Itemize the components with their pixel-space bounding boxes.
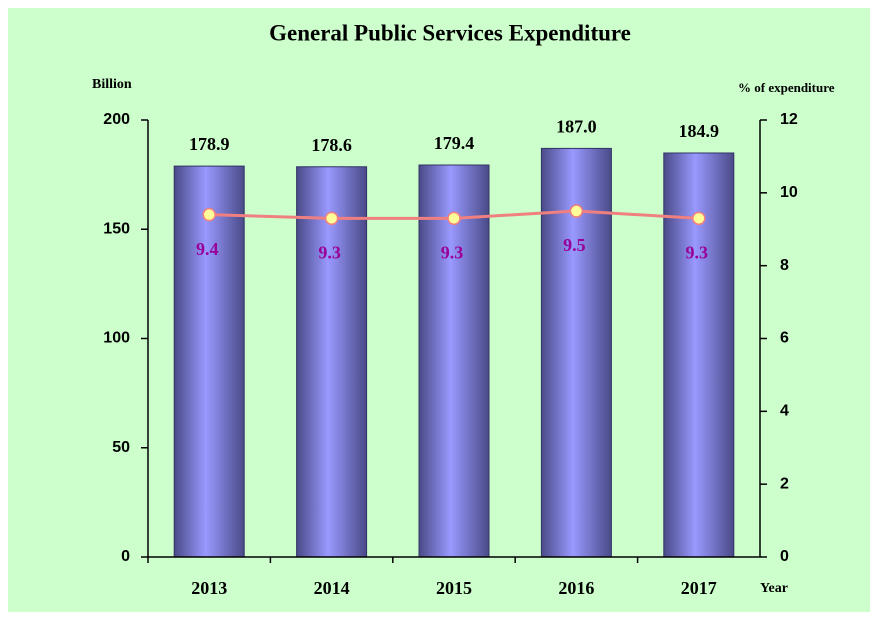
bar-value-label: 178.9 <box>189 134 230 154</box>
line-marker <box>447 211 461 226</box>
y-tick-label: 50 <box>112 439 130 456</box>
line-value-label: 9.3 <box>318 242 341 262</box>
chart-title: General Public Services Expenditure <box>269 20 631 45</box>
line-marker <box>324 211 339 226</box>
line-marker <box>202 207 216 222</box>
bar <box>418 164 490 558</box>
bar-value-label: 184.9 <box>679 121 720 141</box>
line-marker <box>569 204 584 218</box>
x-tick-label: 2013 <box>191 578 227 598</box>
y2-tick-label: 2 <box>780 475 789 492</box>
bar <box>296 166 368 558</box>
y-tick-label: 0 <box>121 548 130 565</box>
bar-value-label: 187.0 <box>556 117 597 137</box>
bar-value-label: 179.4 <box>434 133 475 153</box>
y2-tick-label: 4 <box>780 403 789 420</box>
y-axis-label: Billion <box>92 77 132 92</box>
y2-tick-label: 6 <box>780 330 789 347</box>
line-value-label: 9.4 <box>196 239 219 259</box>
x-tick-label: 2017 <box>681 578 717 598</box>
x-tick-label: 2014 <box>314 578 350 598</box>
bar-value-label: 178.6 <box>311 135 352 155</box>
line-value-label: 9.5 <box>563 235 586 255</box>
y2-tick-label: 0 <box>780 548 789 565</box>
x-tick-label: 2016 <box>558 578 594 598</box>
bar <box>173 165 245 558</box>
y-tick-label: 200 <box>103 111 130 128</box>
x-tick-label: 2015 <box>436 578 472 598</box>
line-value-label: 9.3 <box>441 242 464 262</box>
line-marker <box>692 211 706 226</box>
x-axis-label: Year <box>760 581 788 596</box>
y2-tick-label: 12 <box>780 111 798 128</box>
y-tick-label: 100 <box>103 330 130 347</box>
y2-axis-label: % of expenditure <box>738 80 835 95</box>
line-value-label: 9.3 <box>686 242 709 262</box>
y-tick-label: 150 <box>103 220 130 237</box>
y2-tick-label: 10 <box>780 184 798 201</box>
y2-tick-label: 8 <box>780 257 789 274</box>
